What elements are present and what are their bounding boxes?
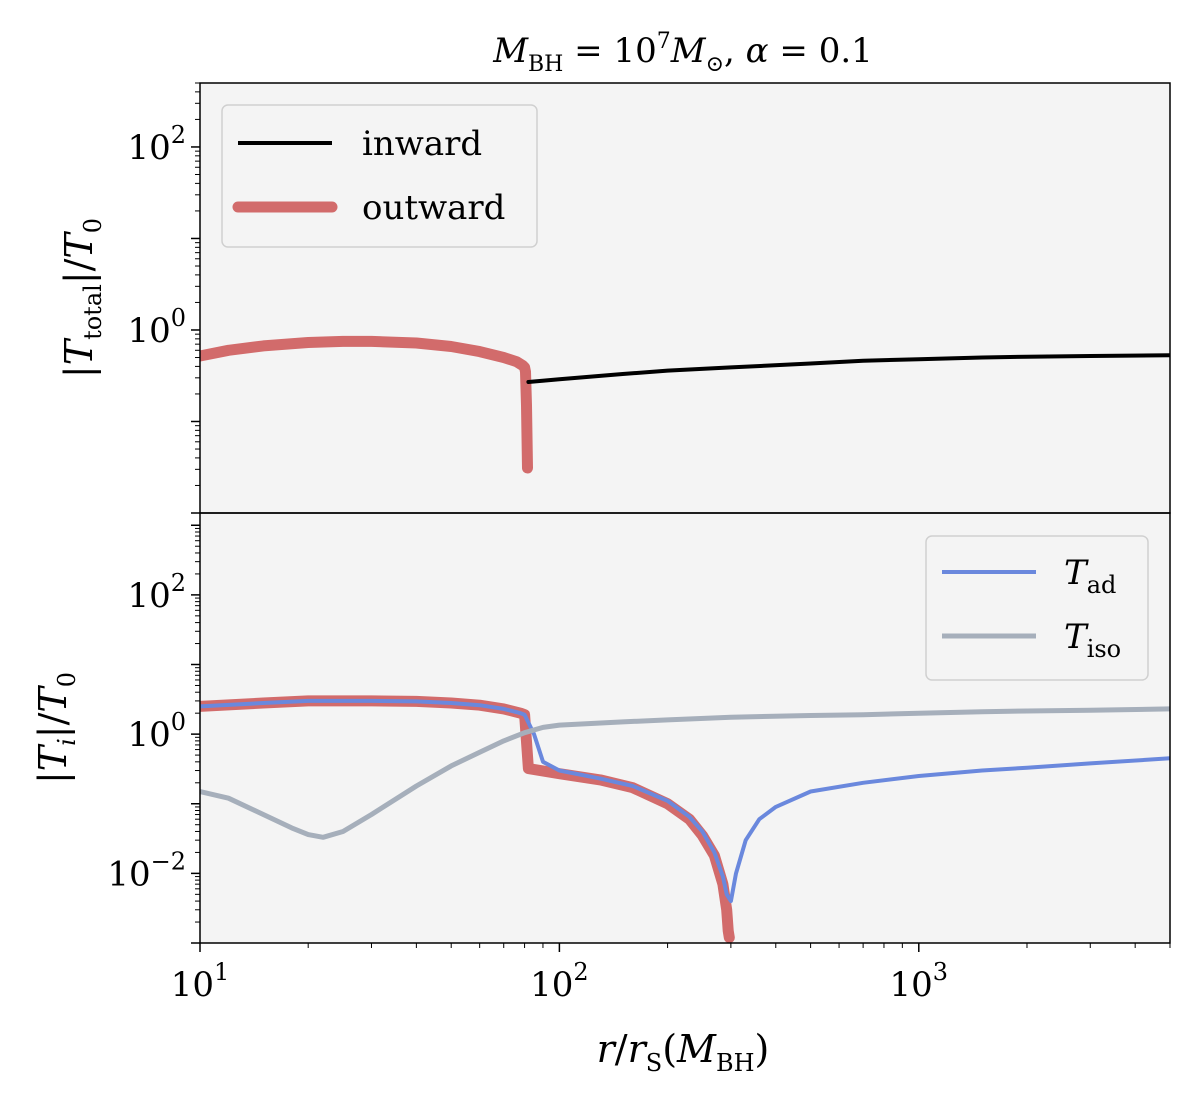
top-panel-plot (200, 335, 1170, 474)
x-tick-label: 102 (530, 958, 589, 1005)
bottom-y-axis-label: |Ti|/T0 (31, 672, 81, 784)
bottom-series-t-ad (200, 698, 1170, 904)
legend-label-t-iso: Tiso (1064, 617, 1121, 663)
top-y-axis-label: |Ttotal|/T0 (57, 218, 107, 378)
axis-ticks: 102 100 102 100 10−2 101 102 103 (107, 82, 1171, 1005)
bottom-y-tick-label: 100 (127, 708, 186, 755)
top-y-tick-label: 102 (127, 121, 186, 168)
bottom-panel-frame (199, 512, 1171, 944)
top-y-tick-label: 100 (127, 304, 186, 351)
bottom-series-t-iso (200, 706, 1170, 840)
chart-title: MBH = 107M⊙, α = 0.1 (492, 29, 873, 77)
legend-label-inward: inward (362, 124, 482, 164)
legend-label-t-ad: Tad (1064, 553, 1116, 599)
bottom-y-tick-label: 10−2 (107, 847, 186, 894)
bottom-y-tick-label: 102 (127, 569, 186, 616)
bottom-legend: Tad Tiso (925, 535, 1149, 681)
bottom-panel-plot (200, 695, 1170, 943)
x-tick-label: 103 (890, 958, 949, 1005)
x-axis-label: r/rS(MBH) (597, 1027, 770, 1077)
top-legend: inward outward (221, 104, 538, 248)
legend-label-outward: outward (362, 188, 505, 228)
top-series-outward (200, 335, 533, 474)
top-series-inward (526, 353, 1170, 384)
x-tick-label: 101 (171, 958, 230, 1005)
